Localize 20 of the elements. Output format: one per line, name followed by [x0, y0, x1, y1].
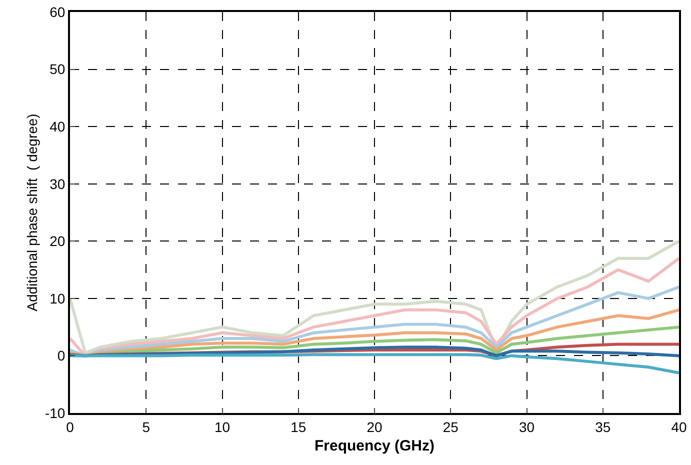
y-axis-title: Additional phase shift ( degree): [24, 114, 40, 312]
x-tick-label: 10: [214, 418, 230, 435]
x-tick-label: 5: [142, 418, 150, 435]
y-tick-label: 20: [50, 233, 66, 250]
y-tick-label: 0: [57, 348, 66, 364]
x-tick-label: 35: [595, 418, 611, 435]
line-series: [70, 353, 679, 374]
x-tick-label: 25: [442, 418, 459, 435]
y-tick-label: 40: [50, 118, 66, 134]
line-series: [70, 240, 679, 354]
y-tick-label: -10: [44, 404, 66, 421]
y-tick-label: 10: [50, 290, 66, 306]
y-tick-label: 60: [50, 4, 66, 20]
y-tick-label: 50: [50, 61, 66, 78]
x-tick-label: 40: [671, 418, 687, 435]
x-tick-label: 15: [290, 418, 306, 435]
x-tick-label: 30: [518, 418, 535, 435]
x-axis-title: Frequency (GHz): [314, 437, 435, 454]
x-tick-label: 20: [366, 418, 382, 435]
y-tick-label: 30: [50, 176, 66, 192]
